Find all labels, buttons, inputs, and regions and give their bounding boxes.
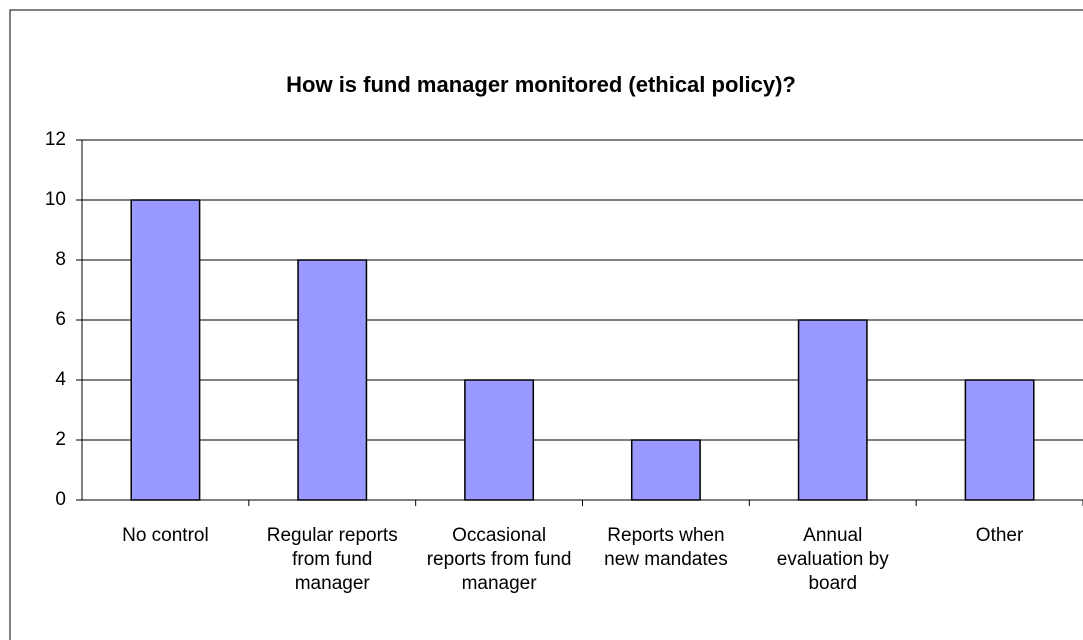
x-tick-label-box: Reports when new mandates [604, 525, 728, 570]
x-tick-label-box: No control [122, 525, 209, 546]
y-tick-label: 6 [55, 309, 66, 330]
y-tick-label: 2 [55, 429, 66, 450]
bar [464, 379, 535, 501]
chart-title: How is fund manager monitored (ethical p… [286, 72, 796, 97]
y-tick-label: 0 [55, 489, 66, 510]
x-tick-label: Reports when new mandates [604, 525, 728, 570]
bar [630, 439, 701, 501]
y-tick-label: 10 [45, 189, 66, 210]
x-tick-label: Regular reports from fund manager [266, 525, 398, 594]
x-tick-label: Occasional reports from fund manager [426, 525, 572, 594]
x-tick-label-box: Other [975, 525, 1024, 546]
x-tick-label: No control [122, 525, 209, 546]
x-tick-label: Other [975, 525, 1024, 546]
x-tick-label: Annual evaluation by board [776, 525, 889, 594]
bar [130, 199, 201, 501]
x-tick-label-box: Annual evaluation by board [776, 525, 889, 594]
x-tick-label-box: Occasional reports from fund manager [426, 525, 572, 594]
y-tick-label: 8 [55, 249, 66, 270]
bar [297, 259, 368, 501]
y-tick-label: 12 [45, 129, 66, 150]
x-tick-label-box: Regular reports from fund manager [266, 525, 398, 594]
y-tick-label: 4 [55, 369, 66, 390]
bar [964, 379, 1035, 501]
bar [797, 319, 868, 501]
